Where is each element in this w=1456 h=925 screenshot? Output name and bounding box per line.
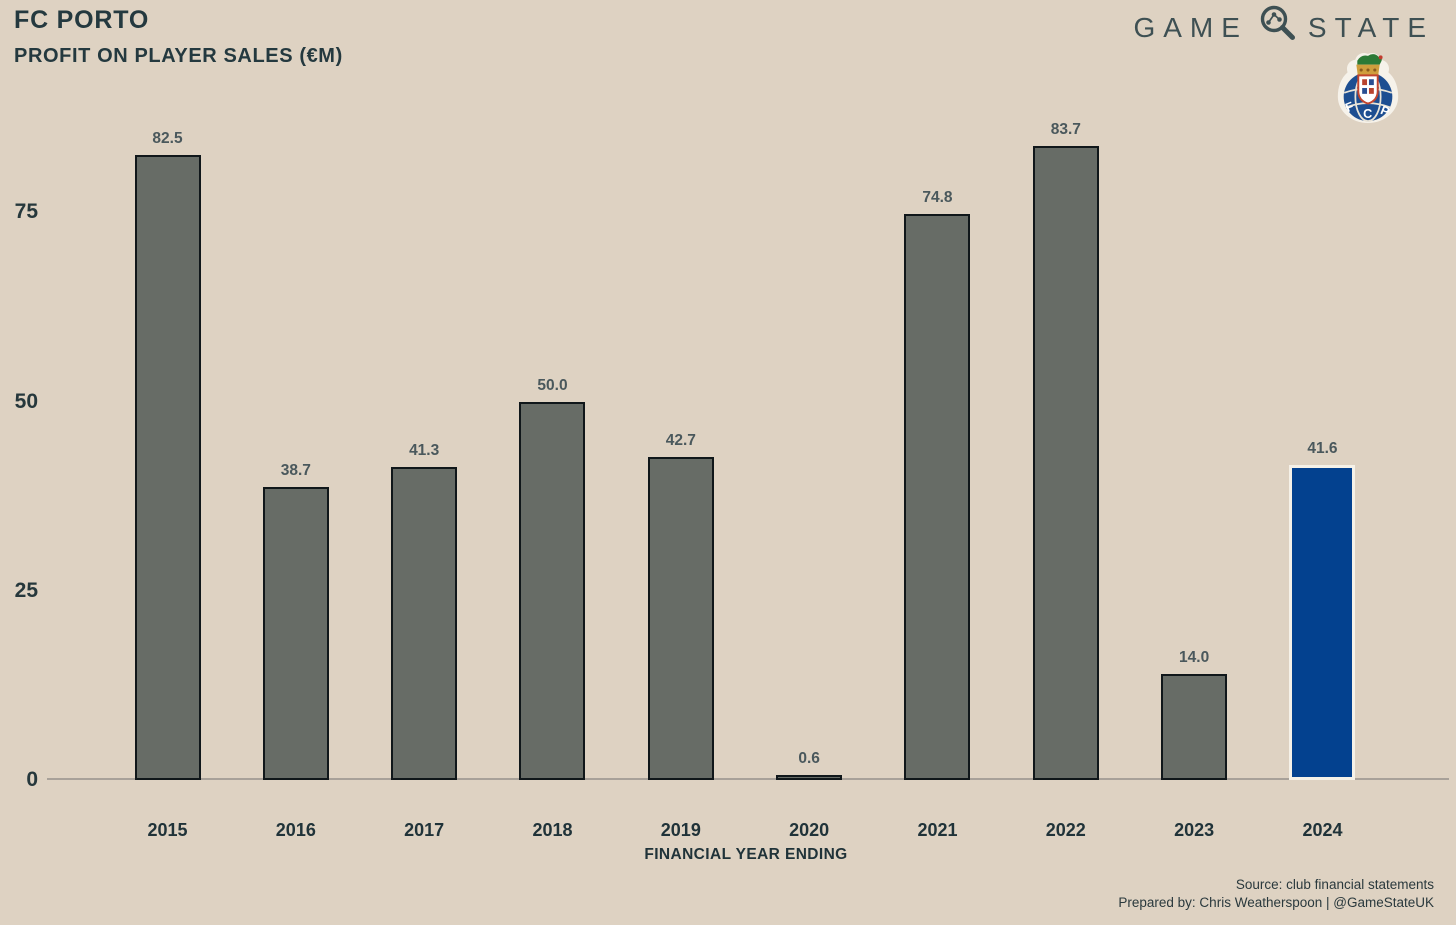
magnifier-scatter-icon <box>1258 4 1298 51</box>
x-axis-label-2015: 2015 <box>147 820 188 840</box>
x-axis-label-2020: 2020 <box>789 820 830 840</box>
y-axis-tick-0: 0 <box>26 768 38 791</box>
x-axis-label-2021: 2021 <box>917 820 958 840</box>
fc-porto-crest-icon: F C P <box>1336 52 1400 124</box>
prepared-by-text: Prepared by: Chris Weatherspoon | @GameS… <box>1118 894 1434 910</box>
x-axis-label-2019: 2019 <box>660 820 701 840</box>
bar-value-2019: 42.7 <box>665 431 696 449</box>
bar-2020 <box>776 775 843 780</box>
x-axis-title: FINANCIAL YEAR ENDING <box>644 846 848 863</box>
x-axis-label-2022: 2022 <box>1045 820 1086 840</box>
bar-value-2022: 83.7 <box>1050 121 1081 139</box>
bar-value-2024: 41.6 <box>1307 440 1338 458</box>
brand-word-state: STATE <box>1307 11 1434 43</box>
x-axis-label-2018: 2018 <box>532 820 573 840</box>
x-axis-label-2024: 2024 <box>1302 820 1343 840</box>
bar-2015 <box>134 155 201 780</box>
bar-2019 <box>647 456 714 780</box>
bar-2016 <box>262 487 329 780</box>
y-axis-tick-75: 75 <box>14 200 38 224</box>
bar-2023 <box>1161 674 1228 780</box>
bar-value-2018: 50.0 <box>537 376 568 394</box>
x-axis-label-2016: 2016 <box>275 820 316 840</box>
page-subtitle: PROFIT ON PLAYER SALES (€M) <box>14 45 343 67</box>
bar-2021 <box>904 213 971 780</box>
bar-value-2021: 74.8 <box>922 188 953 206</box>
y-axis-tick-50: 50 <box>14 389 38 413</box>
bar-value-2017: 41.3 <box>409 442 440 460</box>
x-axis-label-2023: 2023 <box>1174 820 1215 840</box>
page-title: FC PORTO <box>14 6 150 34</box>
bar-2018 <box>519 401 586 780</box>
bar-2024 <box>1289 465 1356 780</box>
brand-logo: GAME STATE <box>1133 4 1434 51</box>
bar-value-2016: 38.7 <box>280 462 311 480</box>
source-text: Source: club financial statements <box>1235 877 1434 892</box>
bar-2022 <box>1032 146 1099 780</box>
bar-2017 <box>391 467 458 780</box>
bar-value-2023: 14.0 <box>1179 649 1210 667</box>
footer-credits: Source: club financial statements Prepar… <box>1118 876 1434 911</box>
y-axis-tick-25: 25 <box>14 578 38 602</box>
x-axis-label-2017: 2017 <box>404 820 445 840</box>
bar-value-2020: 0.6 <box>798 750 820 768</box>
bar-value-2015: 82.5 <box>152 130 183 148</box>
brand-word-game: GAME <box>1133 11 1248 43</box>
x-axis-line <box>47 778 1449 780</box>
svg-text:C: C <box>1363 107 1372 121</box>
